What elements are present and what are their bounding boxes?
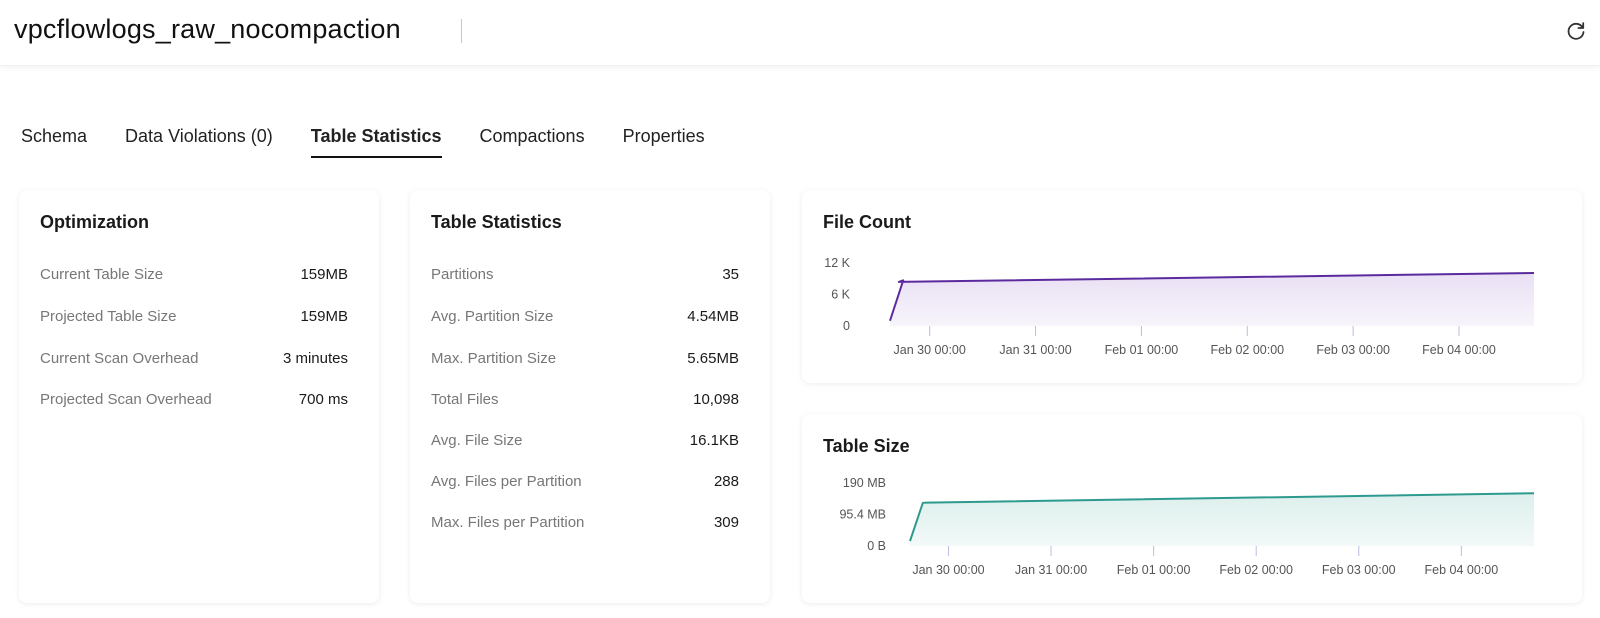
stat-label: Projected Table Size — [40, 307, 177, 325]
y-tick-label: 95.4 MB — [839, 507, 886, 521]
stat-value: 10,098 — [693, 390, 739, 408]
stat-row: Avg. File Size 16.1KB — [431, 430, 739, 450]
stat-label: Max. Partition Size — [431, 349, 557, 367]
tab-schema[interactable]: Schema — [21, 126, 88, 146]
page-title: vpcflowlogs_raw_nocompaction — [14, 14, 401, 44]
x-tick-label: Feb 02 00:00 — [1219, 563, 1293, 577]
table-size-title: Table Size — [823, 436, 910, 456]
stat-row: Current Scan Overhead 3 minutes — [40, 348, 348, 368]
stat-row: Max. Files per Partition 309 — [431, 512, 739, 532]
y-tick-label: 0 — [843, 319, 850, 333]
stat-value: 35 — [722, 265, 739, 283]
x-tick-label: Feb 04 00:00 — [1422, 343, 1496, 357]
table-statistics-title: Table Statistics — [431, 212, 562, 232]
stat-label: Avg. Partition Size — [431, 307, 554, 325]
x-tick-label: Jan 30 00:00 — [912, 563, 984, 577]
stat-row: Avg. Files per Partition 288 — [431, 471, 739, 491]
optimization-title: Optimization — [40, 212, 149, 232]
stat-label: Current Table Size — [40, 265, 164, 283]
table-size-chart: 190 MB 95.4 MB 0 B Jan 30 00:00 Jan 31 00:00… — [839, 476, 1535, 577]
y-tick-label: 6 K — [831, 288, 850, 302]
series-area — [910, 493, 1534, 546]
x-tick-label: Jan 31 00:00 — [1015, 563, 1087, 577]
tab-properties[interactable]: Properties — [622, 126, 705, 146]
x-tick-label: Feb 01 00:00 — [1105, 343, 1179, 357]
stat-row: Projected Scan Overhead 700 ms — [40, 389, 348, 409]
x-tick-label: Jan 30 00:00 — [894, 343, 966, 357]
series-line — [909, 492, 1535, 542]
top-bar: vpcflowlogs_raw_nocompaction — [0, 0, 1600, 66]
stat-label: Avg. Files per Partition — [431, 472, 582, 490]
table-statistics-card: Table Statistics Partitions 35 Avg. Part… — [410, 190, 770, 603]
stat-value: 16.1KB — [689, 431, 739, 449]
tab-bar: Schema Data Violations (0) Table Statist… — [21, 126, 743, 158]
x-tick-label: Feb 03 00:00 — [1316, 343, 1390, 357]
stat-value: 159MB — [300, 307, 348, 325]
table-size-card: Table Size 190 MB 95.4 MB 0 B Jan 30 00:00 J… — [802, 414, 1582, 603]
stat-value: 159MB — [300, 265, 348, 283]
stat-value: 3 minutes — [282, 349, 348, 367]
stat-label: Current Scan Overhead — [40, 349, 199, 367]
y-tick-label: 0 B — [867, 539, 886, 553]
tab-compactions[interactable]: Compactions — [479, 126, 585, 146]
tab-table-statistics[interactable]: Table Statistics — [310, 126, 442, 158]
stat-label: Max. Files per Partition — [431, 513, 585, 531]
stat-label: Partitions — [431, 265, 494, 283]
tab-data-violations[interactable]: Data Violations (0) — [125, 126, 273, 146]
stat-value: 700 ms — [298, 390, 348, 408]
stat-value: 309 — [713, 513, 739, 531]
refresh-icon[interactable] — [1565, 20, 1587, 42]
x-tick-label: Feb 03 00:00 — [1322, 563, 1396, 577]
stat-row: Projected Table Size 159MB — [40, 306, 348, 326]
x-tick-label: Feb 04 00:00 — [1425, 563, 1499, 577]
file-count-chart: 12 K 6 K 0 Jan 30 00:00 Jan 31 00:00 Feb 01 0… — [824, 256, 1535, 357]
stat-value: 288 — [713, 472, 739, 490]
stat-label: Projected Scan Overhead — [40, 390, 212, 408]
stat-label: Total Files — [431, 390, 499, 408]
title-divider — [461, 19, 462, 43]
x-tick-label: Feb 01 00:00 — [1117, 563, 1191, 577]
optimization-card: Optimization Current Table Size 159MB Pr… — [19, 190, 379, 603]
y-tick-label: 190 MB — [843, 476, 886, 490]
x-tick-label: Jan 31 00:00 — [999, 343, 1071, 357]
stat-row: Total Files 10,098 — [431, 389, 739, 409]
stat-row: Current Table Size 159MB — [40, 264, 348, 284]
series-line — [889, 271, 1535, 322]
stat-value: 5.65MB — [687, 349, 739, 367]
series-area — [890, 272, 1534, 326]
file-count-card: File Count 12 K 6 K 0 Jan 30 00:00 Jan 31 00… — [802, 190, 1582, 383]
stat-value: 4.54MB — [687, 307, 739, 325]
file-count-title: File Count — [823, 212, 911, 232]
stat-row: Avg. Partition Size 4.54MB — [431, 306, 739, 326]
stat-row: Partitions 35 — [431, 264, 739, 284]
stat-row: Max. Partition Size 5.65MB — [431, 348, 739, 368]
y-tick-label: 12 K — [824, 256, 850, 270]
stat-label: Avg. File Size — [431, 431, 523, 449]
x-tick-label: Feb 02 00:00 — [1210, 343, 1284, 357]
